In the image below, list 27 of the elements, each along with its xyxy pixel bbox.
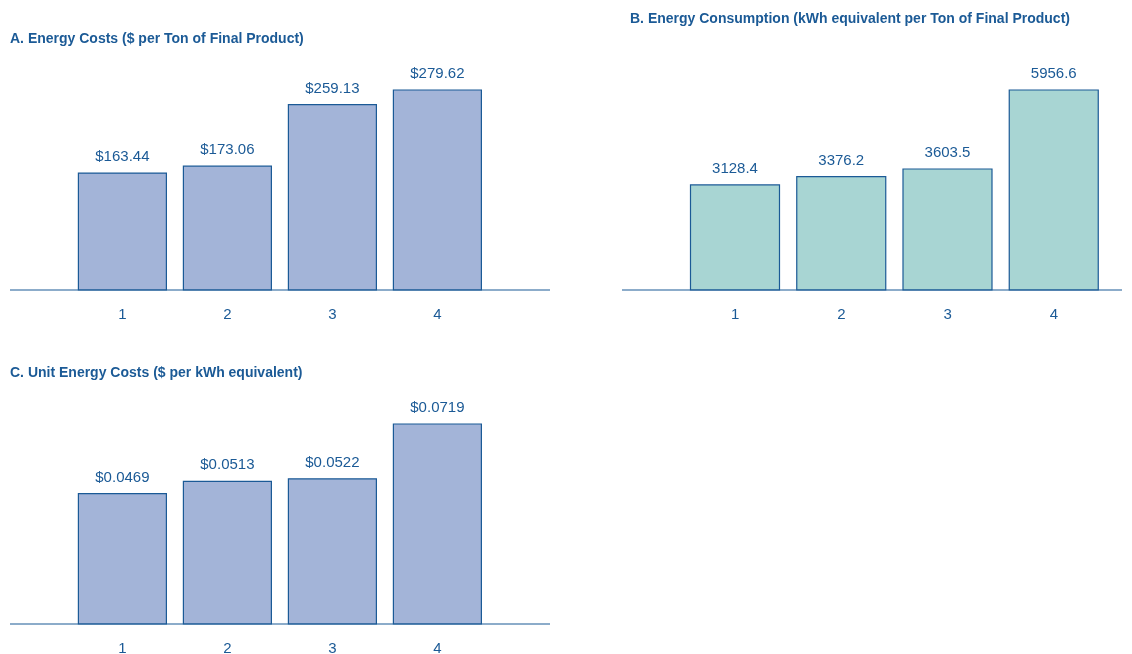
chart-title: C. Unit Energy Costs ($ per kWh equivalent): [10, 364, 303, 380]
data-label: $0.0513: [200, 455, 255, 473]
x-tick-label: 4: [433, 304, 442, 322]
chart-title: A. Energy Costs ($ per Ton of Final Product): [10, 30, 304, 46]
x-tick-label: 1: [730, 304, 740, 322]
x-tick-label: 3: [328, 304, 337, 322]
data-label: $0.0719: [410, 398, 465, 415]
data-label: 5956.6: [1030, 64, 1077, 81]
data-label: 3376.2: [818, 150, 865, 168]
x-tick-label: 3: [328, 638, 337, 654]
x-tick-label: 4: [1049, 304, 1059, 322]
x-tick-label: 2: [223, 638, 232, 654]
data-label: $0.0469: [95, 467, 150, 485]
x-tick-label: 4: [433, 638, 442, 654]
x-tick-label: 2: [223, 304, 232, 322]
x-tick-label: 3: [943, 304, 952, 322]
x-tick-label: 2: [837, 304, 846, 322]
data-label: 3603.5: [924, 143, 971, 161]
data-label: $163.44: [95, 147, 150, 165]
data-label: $279.62: [410, 64, 465, 81]
data-label: $259.13: [305, 78, 360, 96]
x-tick-label: 1: [118, 304, 127, 322]
data-label: $173.06: [200, 140, 255, 158]
data-label: $0.0522: [305, 452, 360, 470]
data-label: 3128.4: [712, 158, 758, 176]
chart-title: B. Energy Consumption (kWh equivalent per Ton of Final Product): [630, 10, 1070, 26]
x-tick-label: 1: [118, 638, 127, 654]
